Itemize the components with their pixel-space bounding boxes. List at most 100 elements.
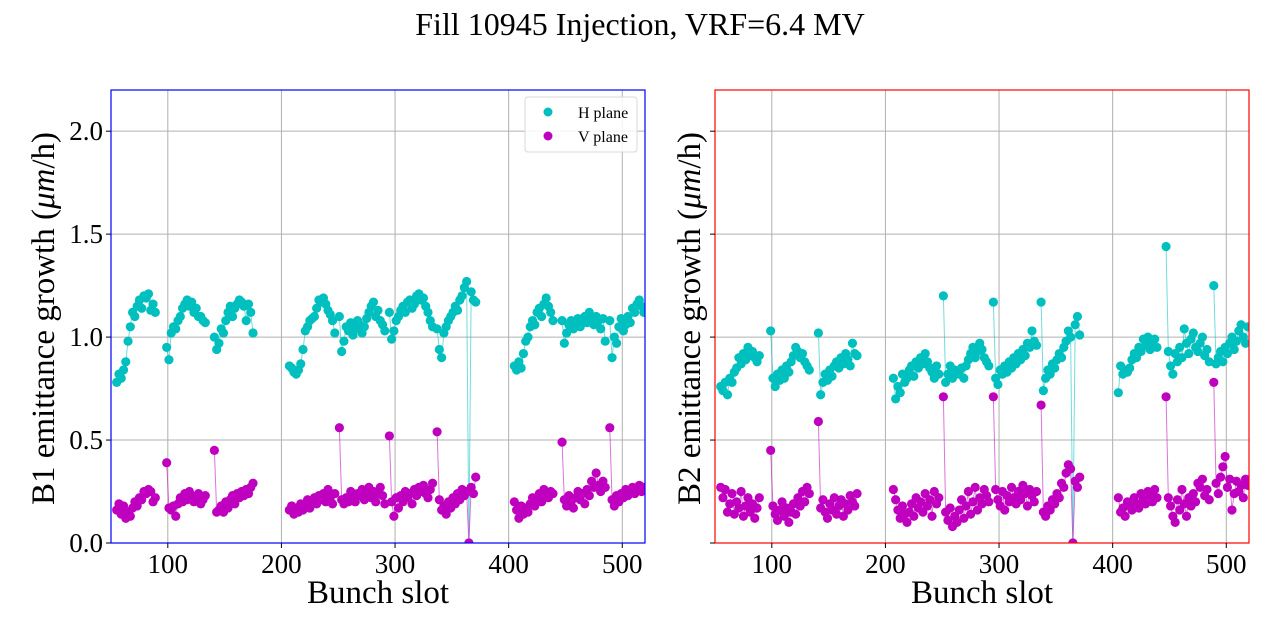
b2-v-plane-point bbox=[1209, 377, 1219, 387]
b2-v-plane-point bbox=[1036, 400, 1046, 410]
b2-v-plane-point bbox=[1177, 484, 1187, 495]
b2-h-plane-point bbox=[1209, 281, 1219, 291]
b2-h-plane-point bbox=[1036, 297, 1046, 307]
b1-v-plane-point bbox=[548, 488, 558, 499]
b2-v-plane-point bbox=[963, 486, 973, 497]
b1-h-plane-point bbox=[175, 311, 185, 322]
b2-h-plane-point bbox=[1113, 388, 1123, 398]
b2-h-plane-point bbox=[847, 338, 858, 348]
b2-h-plane-point bbox=[1240, 338, 1249, 348]
b2-h-plane-point bbox=[977, 344, 987, 355]
b1-h-plane-point bbox=[516, 363, 526, 373]
b1-h-plane-point bbox=[530, 320, 540, 330]
b1-h-plane-point bbox=[457, 291, 467, 301]
b1-v-plane-point bbox=[432, 427, 442, 437]
b1-h-plane-point bbox=[537, 311, 547, 322]
b1-h-plane-point bbox=[218, 328, 229, 338]
b2-data-area bbox=[716, 241, 1249, 543]
b1-h-plane-point bbox=[214, 338, 224, 348]
b2-v-plane-point bbox=[1197, 474, 1208, 484]
b2-axes-frame bbox=[714, 89, 1250, 544]
b1-x-tick-label: 400 bbox=[488, 549, 529, 579]
b2-h-plane-point bbox=[1197, 332, 1208, 342]
b1-v-plane-point bbox=[125, 511, 135, 521]
b2-v-plane-point bbox=[888, 484, 898, 495]
b2-h-plane-point bbox=[1161, 241, 1171, 252]
b1-h-plane-point bbox=[387, 334, 397, 344]
b2-v-plane-point bbox=[768, 501, 778, 511]
b1-v-plane-point bbox=[223, 503, 233, 513]
b2-v-plane-point bbox=[736, 486, 746, 497]
b2-h-plane-point bbox=[1229, 344, 1239, 355]
b2-h-plane-point bbox=[1031, 340, 1042, 350]
b1-h-plane-point bbox=[607, 353, 617, 363]
b1-v-plane-point bbox=[162, 458, 172, 468]
b2-v-plane-point bbox=[938, 392, 948, 402]
b2-v-plane-point bbox=[984, 497, 994, 507]
b2-v-plane-point bbox=[934, 493, 944, 503]
b2-v-plane-point bbox=[1006, 482, 1017, 493]
b1-h-plane-point bbox=[437, 353, 447, 363]
b1-h-plane-point bbox=[162, 342, 172, 352]
b1-h-plane-point bbox=[384, 307, 394, 317]
b1-v-plane-point bbox=[407, 499, 417, 509]
b1-x-tick-label: 100 bbox=[148, 549, 189, 579]
b1-h-plane-point bbox=[562, 328, 572, 338]
b2-v-plane-point bbox=[1191, 497, 1201, 507]
b2-v-plane-point bbox=[1134, 503, 1144, 513]
b1-h-plane-point bbox=[116, 373, 126, 383]
b1-h-plane-point bbox=[143, 289, 154, 299]
legend-marker-v-plane bbox=[543, 131, 553, 141]
b1-h-plane-point bbox=[164, 355, 174, 365]
b2-h-plane-point bbox=[845, 361, 855, 371]
b1-v-plane-point bbox=[639, 482, 645, 493]
b2-v-plane-point bbox=[1181, 511, 1192, 521]
b2-v-plane-point bbox=[727, 488, 737, 499]
b1-h-plane-point bbox=[605, 316, 615, 326]
b2-h-plane-point bbox=[804, 365, 814, 375]
b1-y-tick-label: 0.5 bbox=[69, 425, 103, 455]
b2-h-plane-point bbox=[959, 373, 969, 383]
b2-v-plane-point bbox=[1166, 501, 1176, 511]
b2-v-plane-point bbox=[1152, 493, 1162, 503]
b2-h-plane-point bbox=[1152, 342, 1162, 352]
b1-h-plane-point bbox=[334, 311, 344, 322]
b1-v-plane-point bbox=[423, 493, 433, 503]
b2-v-plane-point bbox=[1022, 501, 1033, 511]
b2-h-plane-point bbox=[895, 388, 905, 398]
b1-h-plane-point bbox=[471, 297, 481, 307]
b2-v-plane-point bbox=[1066, 464, 1076, 474]
b1-y-tick-label: 0.0 bbox=[69, 528, 103, 558]
b2-v-plane-point bbox=[791, 509, 801, 519]
b1-v-plane-point bbox=[371, 497, 381, 507]
b2-v-plane-point bbox=[1243, 480, 1249, 490]
b2-v-plane-point bbox=[897, 501, 908, 511]
b2-v-plane-point bbox=[988, 392, 998, 402]
b2-h-plane-point bbox=[852, 351, 862, 361]
b1-h-plane-point bbox=[466, 287, 476, 297]
b1-h-plane-point bbox=[327, 316, 338, 326]
b1-v-plane-point bbox=[605, 423, 615, 433]
b2-v-plane-point bbox=[822, 513, 833, 523]
b2-h-plane-point bbox=[1166, 361, 1176, 371]
b2-x-tick-label: 300 bbox=[979, 549, 1020, 579]
b2-h-plane-point bbox=[1177, 353, 1187, 363]
b1-v-plane-point bbox=[200, 491, 210, 501]
b1-h-plane-point bbox=[559, 338, 569, 348]
b2-h-plane-point bbox=[1179, 324, 1189, 334]
b1-h-plane-point bbox=[125, 322, 135, 332]
b1-h-plane-point bbox=[518, 348, 529, 359]
b1-h-plane-point bbox=[625, 318, 635, 328]
b2-v-plane-point bbox=[1238, 493, 1248, 503]
b1-v-plane-point bbox=[523, 507, 533, 517]
b2-v-plane-point bbox=[968, 497, 978, 507]
b1-v-plane-point bbox=[471, 472, 481, 482]
b1-legend: H plane V plane bbox=[524, 96, 638, 153]
b1-x-tick-label: 500 bbox=[602, 549, 643, 579]
b1-h-plane-point bbox=[130, 311, 140, 322]
b1-h-plane-point bbox=[600, 336, 610, 346]
b2-v-plane-point bbox=[1072, 482, 1083, 493]
b1-h-plane-point bbox=[389, 326, 399, 336]
b2-h-plane-point bbox=[1222, 348, 1233, 359]
b1-h-plane-point bbox=[380, 326, 390, 336]
